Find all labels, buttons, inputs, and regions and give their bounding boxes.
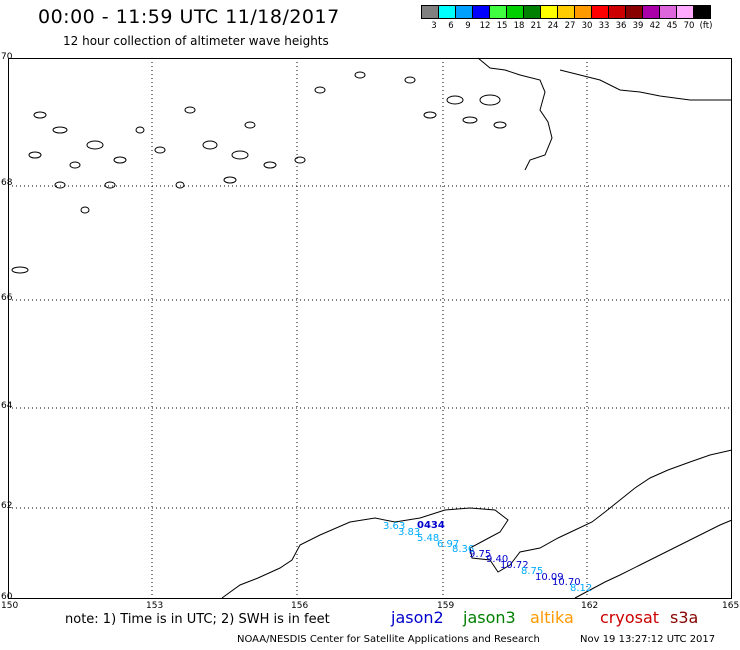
legend-label: 21: [530, 21, 542, 31]
satellite-jason3: jason3: [463, 608, 516, 627]
satellite-altika: altika: [530, 608, 574, 627]
legend-label: 18: [513, 21, 525, 31]
ice-contours: [11, 71, 507, 274]
legend-swatch: [693, 5, 711, 19]
lat-label: 68: [1, 178, 13, 188]
color-legend-labels: 3 6 9 12 15 18 21 24 27 30 33 36 39 42 45 70 (ft): [421, 21, 740, 33]
color-legend: [421, 5, 711, 19]
satellite-s3a: s3a: [670, 608, 699, 627]
legend-label: (ft): [699, 21, 713, 31]
lat-label: 62: [1, 501, 13, 511]
lon-label: 165: [722, 601, 740, 611]
legend-label: 6: [448, 21, 454, 31]
lat-label: 70: [1, 52, 13, 62]
wave-height-label: 3.83: [398, 527, 421, 538]
footer-credit: NOAA/NESDIS Center for Satellite Applica…: [237, 634, 540, 645]
wave-height-label: 9.75: [469, 549, 492, 560]
wave-height-label: 6.97: [437, 539, 460, 550]
legend-label: 36: [615, 21, 627, 31]
lon-label: 162: [581, 601, 599, 611]
map-title: 00:00 - 11:59 UTC 11/18/2017: [38, 6, 340, 28]
wave-height-label: 0434: [417, 520, 445, 531]
lat-label: 66: [1, 293, 13, 303]
lon-label: 150: [1, 601, 19, 611]
lon-label: 153: [146, 601, 164, 611]
wave-height-label: 10.72: [500, 560, 529, 571]
footer-timestamp: Nov 19 13:27:12 UTC 2017: [580, 634, 716, 645]
lat-label: 60: [1, 592, 13, 602]
wave-height-label: 10.09: [535, 572, 564, 583]
satellite-cryosat: cryosat: [600, 608, 660, 627]
map-frame: [8, 58, 732, 599]
wave-height-label: 9.40: [486, 554, 509, 565]
grid-lines: [8, 58, 732, 599]
wave-height-label: 3.63: [383, 521, 406, 532]
legend-label: 45: [666, 21, 678, 31]
legend-label: 30: [581, 21, 593, 31]
wave-height-label: 10.70: [552, 577, 581, 588]
lon-label: 156: [291, 601, 309, 611]
satellite-jason2: jason2: [391, 608, 444, 627]
note-text: note: 1) Time is in UTC; 2) SWH is in fe…: [65, 612, 330, 627]
legend-label: 27: [564, 21, 576, 31]
wave-height-label: 8.75: [521, 566, 544, 577]
lat-label: 64: [1, 401, 13, 411]
legend-label: 12: [479, 21, 491, 31]
legend-label: 24: [547, 21, 559, 31]
alaska-south-coast: [574, 519, 733, 599]
legend-label: 15: [496, 21, 508, 31]
legend-label: 3: [431, 21, 437, 31]
legend-label: 70: [683, 21, 695, 31]
legend-label: 39: [632, 21, 644, 31]
coastline: [221, 57, 733, 599]
lon-label: 159: [437, 601, 455, 611]
wave-height-label: 5.48: [417, 533, 440, 544]
kotzebue-coast: [559, 69, 732, 101]
legend-label: 42: [649, 21, 661, 31]
legend-label: 33: [598, 21, 610, 31]
wave-height-label: 8.36: [452, 544, 475, 555]
wave-height-label: 8.12: [570, 583, 593, 594]
legend-label: 9: [465, 21, 471, 31]
alaska-peninsula-coast: [221, 449, 733, 599]
northwest-coast: [477, 57, 553, 171]
map-subtitle: 12 hour collection of altimeter wave hei…: [63, 34, 329, 48]
